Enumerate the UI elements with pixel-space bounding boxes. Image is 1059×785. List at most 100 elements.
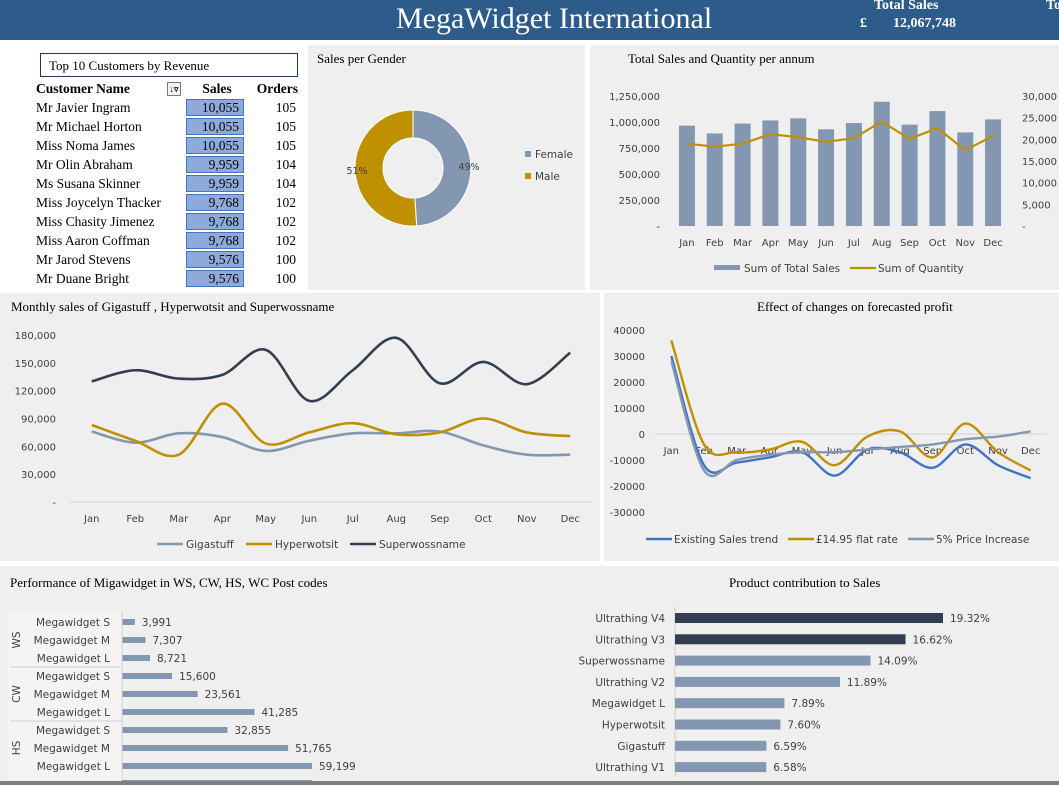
annual-bar	[762, 120, 779, 226]
dashboard-title: MegaWidget International	[396, 2, 713, 35]
annual-bar	[929, 111, 946, 226]
category-label: Megawidget S	[36, 671, 110, 683]
category-label: Megawidget L	[37, 761, 110, 773]
postcode-bar	[122, 763, 312, 769]
group-label: CW	[11, 685, 23, 703]
annual-bar	[818, 129, 835, 226]
x-tick-label: Aug	[386, 514, 406, 525]
category-label: Superwossname	[579, 656, 666, 668]
table-row: Mr Duane Bright 9,576 100	[36, 270, 302, 289]
filter-icon[interactable]: ↓▿	[167, 82, 181, 96]
annual-bar	[985, 119, 1002, 226]
category-label: Gigastuff	[617, 741, 665, 753]
customer-sales: 9,576	[186, 270, 244, 287]
customer-sales: 9,768	[186, 213, 244, 230]
customer-name: Mr Javier Ingram	[36, 100, 131, 115]
y-tick-label: 60,000	[21, 442, 56, 453]
annual-chart-title: Total Sales and Quantity per annum	[628, 51, 815, 66]
legend-label: £14.95 flat rate	[816, 534, 898, 546]
table-title: Top 10 Customers by Revenue	[40, 53, 298, 77]
annual-bar	[678, 125, 695, 226]
table-row: Mr Jarod Stevens 9,576 100	[36, 251, 302, 270]
value-label: 19.32%	[950, 613, 990, 625]
x-tick-label: Apr	[762, 238, 780, 249]
customer-orders: 100	[275, 252, 296, 267]
x-tick-label: Feb	[126, 514, 144, 525]
annual-bar	[957, 132, 974, 226]
annual-bar	[706, 133, 723, 226]
table-row: Miss Chasity Jimenez 9,768 102	[36, 213, 302, 232]
legend-label: Hyperwotsit	[275, 539, 338, 551]
x-tick-label: Oct	[957, 446, 974, 457]
x-tick-label: Dec	[1021, 446, 1040, 457]
postcode-bar	[122, 727, 228, 733]
x-tick-label: Jul	[847, 238, 860, 249]
donut-slice-female	[412, 109, 472, 227]
x-tick-label: Mar	[733, 238, 753, 249]
category-label: Megawidget L	[592, 698, 665, 710]
x-tick-label: May	[788, 238, 809, 249]
x-tick-label: Aug	[872, 238, 892, 249]
category-label: Ultrathing V4	[595, 613, 665, 625]
customer-sales: 10,055	[186, 99, 244, 116]
series-line-gigastuff	[91, 429, 571, 457]
category-label: Megawidget S	[36, 617, 110, 629]
category-label: Megawidget S	[36, 725, 110, 737]
legend-label: Gigastuff	[186, 539, 234, 551]
customer-name: Mr Jarod Stevens	[36, 252, 131, 267]
y2-tick-label: 25,000	[1022, 114, 1057, 125]
y-tick-label: 150,000	[15, 359, 56, 370]
value-label: 7,307	[152, 635, 182, 647]
value-label: 59,199	[319, 761, 356, 773]
y2-tick-label: 15,000	[1022, 157, 1057, 168]
x-tick-label: Dec	[983, 238, 1002, 249]
value-label: 8,721	[157, 653, 187, 665]
postcode-bar	[122, 673, 173, 679]
currency-symbol: £	[860, 16, 867, 31]
y2-tick-label: 20,000	[1022, 135, 1057, 146]
x-tick-label: Apr	[761, 446, 779, 457]
product-bar	[675, 698, 785, 709]
y-tick-label: 30,000	[21, 470, 56, 481]
x-tick-label: Jul	[346, 514, 359, 525]
customer-name: Miss Noma James	[36, 138, 135, 153]
product-bar	[675, 719, 781, 730]
legend-label: Female	[535, 149, 573, 161]
slice-label: 51%	[346, 166, 367, 177]
y-tick-label: 10000	[613, 404, 645, 415]
table-row: Miss Joycelyn Thacker 9,768 102	[36, 194, 302, 213]
legend-swatch	[525, 173, 531, 179]
total-sales-label: Total Sales	[874, 0, 939, 13]
legend-label: Male	[535, 171, 560, 183]
table-row: Mr Michael Horton 10,055 105	[36, 118, 302, 137]
y2-tick-label: 5,000	[1022, 200, 1051, 211]
legend-swatch	[525, 151, 531, 157]
legend-label: Superwossname	[379, 539, 466, 551]
legend-label: 5% Price Increase	[936, 534, 1029, 546]
customer-name: Miss Joycelyn Thacker	[36, 195, 161, 210]
customer-name: Mr Olin Abraham	[36, 157, 133, 172]
forecast-chart-title: Effect of changes on forecasted profit	[757, 299, 953, 314]
customer-sales: 9,576	[186, 251, 244, 268]
y2-tick-label: -	[1022, 222, 1026, 233]
monthly-chart-title: Monthly sales of Gigastuff , Hyperwotsit…	[11, 299, 335, 314]
customer-orders: 102	[275, 195, 296, 210]
value-label: 16.62%	[913, 634, 953, 646]
customer-sales: 10,055	[186, 118, 244, 135]
value-label: 6.59%	[773, 741, 806, 753]
table-row: Miss Aaron Coffman 9,768 102	[36, 232, 302, 251]
customer-sales: 10,055	[186, 137, 244, 154]
x-tick-label: Nov	[955, 238, 975, 249]
value-label: 23,561	[205, 689, 242, 701]
product-bar	[675, 634, 906, 645]
x-tick-label: Oct	[929, 238, 946, 249]
gender-chart-title: Sales per Gender	[317, 51, 406, 66]
category-label: Ultrathing V2	[595, 677, 665, 689]
category-label: Megawidget L	[37, 653, 110, 665]
customer-name: Ms Susana Skinner	[36, 176, 141, 191]
value-label: 32,855	[234, 725, 271, 737]
y-tick-label: 20000	[613, 378, 645, 389]
y-tick-label: 120,000	[15, 387, 56, 398]
legend-label: Sum of Quantity	[878, 263, 964, 275]
product-chart-title: Product contribution to Sales	[729, 575, 881, 590]
